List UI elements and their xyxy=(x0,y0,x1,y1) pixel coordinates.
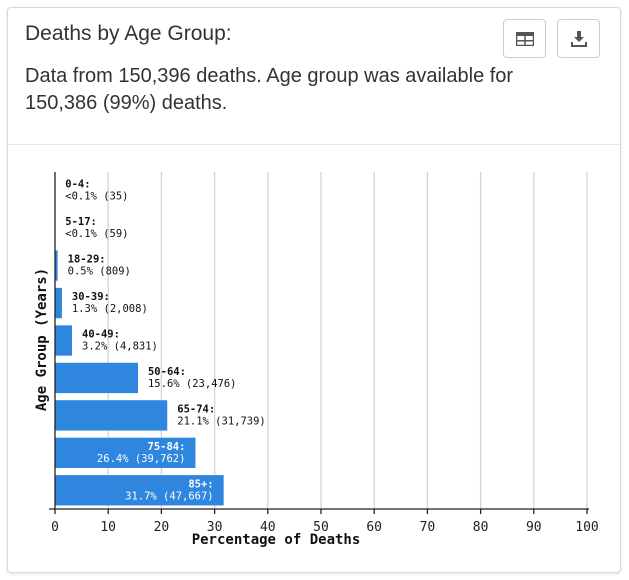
bar-75-84[interactable] xyxy=(55,437,196,468)
y-axis-title: Age Group (Years) xyxy=(34,268,50,411)
bar-category-label: 50-64: xyxy=(148,366,186,378)
bar-value-label: <0.1% (59) xyxy=(65,228,128,240)
bar-category-label: 18-29: xyxy=(68,254,106,266)
x-tick-label: 100 xyxy=(575,520,598,535)
bar-category-label: 30-39: xyxy=(72,291,110,303)
bar-category-label: 65-74: xyxy=(177,403,215,415)
bar-category-label: 75-84: xyxy=(148,441,186,453)
download-icon xyxy=(570,30,587,47)
bar-category-label: 40-49: xyxy=(82,329,120,341)
x-axis-title: Percentage of Deaths xyxy=(192,532,361,548)
x-tick-label: 0 xyxy=(51,520,59,535)
bar-30-39[interactable] xyxy=(55,287,62,319)
x-tick-label: 90 xyxy=(526,520,542,535)
card-title: Deaths by Age Group: xyxy=(25,22,232,45)
x-tick-label: 10 xyxy=(100,520,116,535)
bar-value-label: 21.1% (31,739) xyxy=(177,415,266,427)
x-tick-label: 50 xyxy=(313,520,329,535)
x-tick-label: 40 xyxy=(260,520,276,535)
bar-value-label: 26.4% (39,762) xyxy=(97,453,186,465)
x-tick-label: 60 xyxy=(366,520,382,535)
download-button[interactable] xyxy=(557,19,600,58)
x-tick-label: 30 xyxy=(207,520,223,535)
bar-value-label: <0.1% (35) xyxy=(65,191,128,203)
x-tick-label: 20 xyxy=(154,520,170,535)
bar-value-label: 15.6% (23,476) xyxy=(148,378,237,390)
bar-value-label: 31.7% (47,667) xyxy=(125,490,214,502)
bar-40-49[interactable] xyxy=(55,325,73,356)
card-header: Deaths by Age Group: Data from 150,396 d… xyxy=(8,8,620,145)
bar-18-29[interactable] xyxy=(55,250,58,281)
bar-category-label: 0-4: xyxy=(65,179,90,191)
x-tick-label: 70 xyxy=(420,520,436,535)
bar-65-74[interactable] xyxy=(55,400,168,431)
card-subtitle: Data from 150,396 deaths. Age group was … xyxy=(25,65,514,114)
bar-category-label: 85+: xyxy=(188,478,213,490)
bar-value-label: 3.2% (4,831) xyxy=(82,341,158,353)
bar-category-label: 5-17: xyxy=(65,216,97,228)
bar-85+[interactable] xyxy=(55,475,224,506)
table-icon xyxy=(515,31,534,46)
bar-50-64[interactable] xyxy=(55,362,138,394)
x-tick-label: 80 xyxy=(473,520,489,535)
view-table-button[interactable] xyxy=(503,19,546,58)
bar-value-label: 0.5% (809) xyxy=(68,266,131,278)
bar-value-label: 1.3% (2,008) xyxy=(72,303,148,315)
